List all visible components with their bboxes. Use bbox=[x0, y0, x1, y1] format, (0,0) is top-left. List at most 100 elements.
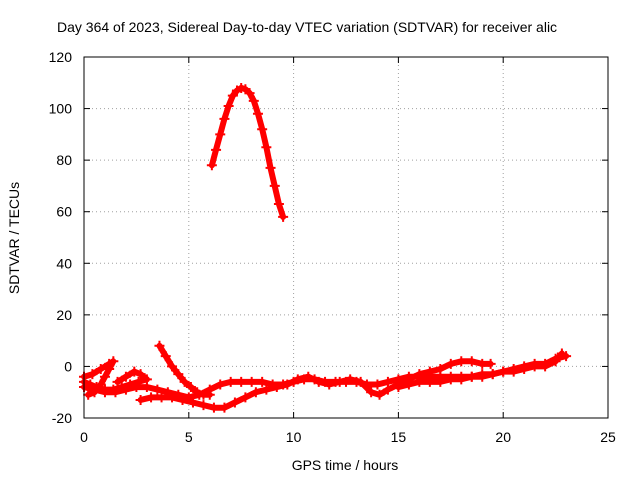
tick-layer: 0 5 10 15 20 25 -20 0 20 40 60 80 100 120 bbox=[49, 49, 616, 445]
data-point bbox=[345, 374, 356, 385]
data-point bbox=[393, 382, 404, 393]
data-point bbox=[219, 113, 230, 124]
data-point bbox=[185, 382, 196, 393]
data-point bbox=[372, 379, 383, 390]
data-point bbox=[108, 384, 119, 395]
data-point bbox=[261, 384, 272, 395]
data-point bbox=[225, 376, 236, 387]
data-point bbox=[129, 366, 140, 377]
y-tick-label: 100 bbox=[49, 101, 73, 117]
data-point bbox=[257, 124, 268, 135]
data-point bbox=[108, 356, 119, 367]
data-point bbox=[141, 374, 152, 385]
y-tick-label: 40 bbox=[56, 255, 72, 271]
data-point bbox=[87, 369, 98, 380]
data-point bbox=[223, 100, 234, 111]
y-tick-label: 20 bbox=[56, 307, 72, 323]
data-point bbox=[248, 95, 259, 106]
data-point bbox=[167, 361, 178, 372]
data-point bbox=[95, 364, 106, 375]
data-point bbox=[116, 382, 127, 393]
data-point bbox=[334, 376, 345, 387]
x-tick-label: 15 bbox=[391, 429, 407, 445]
data-point bbox=[246, 376, 257, 387]
data-point bbox=[485, 358, 496, 369]
data-point bbox=[556, 348, 567, 359]
data-point bbox=[154, 340, 165, 351]
y-tick-label: -20 bbox=[52, 410, 72, 426]
data-point bbox=[152, 384, 163, 395]
data-point bbox=[366, 387, 377, 398]
data-point bbox=[466, 356, 477, 367]
x-tick-label: 0 bbox=[80, 429, 88, 445]
data-point bbox=[198, 400, 209, 411]
data-point bbox=[204, 384, 215, 395]
x-tick-label: 10 bbox=[286, 429, 302, 445]
data-point bbox=[208, 402, 219, 413]
data-point bbox=[167, 392, 178, 403]
x-tick-label: 20 bbox=[495, 429, 511, 445]
data-point bbox=[374, 389, 385, 400]
data-point bbox=[382, 384, 393, 395]
data-point bbox=[282, 379, 293, 390]
data-point bbox=[250, 387, 261, 398]
data-point bbox=[529, 361, 540, 372]
data-point bbox=[104, 364, 115, 375]
data-point bbox=[540, 361, 551, 372]
data-point bbox=[424, 366, 435, 377]
y-tick-label: 120 bbox=[49, 49, 73, 65]
data-point bbox=[133, 376, 144, 387]
data-point bbox=[550, 356, 561, 367]
data-point bbox=[445, 374, 456, 385]
plot-frame bbox=[83, 56, 609, 419]
data-point bbox=[91, 382, 102, 393]
data-point bbox=[83, 389, 94, 400]
x-tick-label: 25 bbox=[600, 429, 616, 445]
data-point bbox=[211, 144, 222, 155]
data-point bbox=[477, 371, 488, 382]
series-arc-high bbox=[206, 82, 289, 222]
y-tick-label: 60 bbox=[56, 204, 72, 220]
data-point bbox=[146, 392, 157, 403]
data-point bbox=[173, 369, 184, 380]
data-point bbox=[456, 356, 467, 367]
data-point bbox=[179, 376, 190, 387]
data-point bbox=[403, 379, 414, 390]
data-point bbox=[177, 394, 188, 405]
data-point bbox=[99, 371, 110, 382]
data-point bbox=[466, 371, 477, 382]
data-point bbox=[219, 402, 230, 413]
series-arc-low-4 bbox=[79, 366, 152, 395]
y-axis-title: SDTVAR / TECUs bbox=[6, 182, 22, 294]
data-point bbox=[194, 389, 205, 400]
data-point bbox=[424, 376, 435, 387]
data-point bbox=[271, 382, 282, 393]
series-arc-low-5 bbox=[393, 348, 567, 393]
y-tick-label: 0 bbox=[64, 358, 72, 374]
data-point bbox=[456, 374, 467, 385]
data-point bbox=[292, 374, 303, 385]
data-point bbox=[215, 379, 226, 390]
data-point bbox=[355, 376, 366, 387]
data-point bbox=[135, 369, 146, 380]
data-point bbox=[125, 379, 136, 390]
data-point bbox=[324, 379, 335, 390]
series-line bbox=[208, 84, 287, 220]
data-point bbox=[112, 376, 123, 387]
data-point bbox=[278, 211, 289, 222]
data-point bbox=[160, 351, 171, 362]
data-point bbox=[498, 366, 509, 377]
data-point bbox=[85, 379, 96, 390]
data-point bbox=[187, 397, 198, 408]
data-point bbox=[135, 394, 146, 405]
data-point bbox=[487, 369, 498, 380]
data-point bbox=[269, 180, 280, 191]
series-arc-low-3 bbox=[135, 356, 496, 413]
data-point bbox=[99, 384, 110, 395]
data-point bbox=[435, 376, 446, 387]
data-point bbox=[236, 376, 247, 387]
data-layer bbox=[79, 82, 572, 413]
data-point bbox=[244, 88, 255, 99]
data-point bbox=[445, 358, 456, 369]
